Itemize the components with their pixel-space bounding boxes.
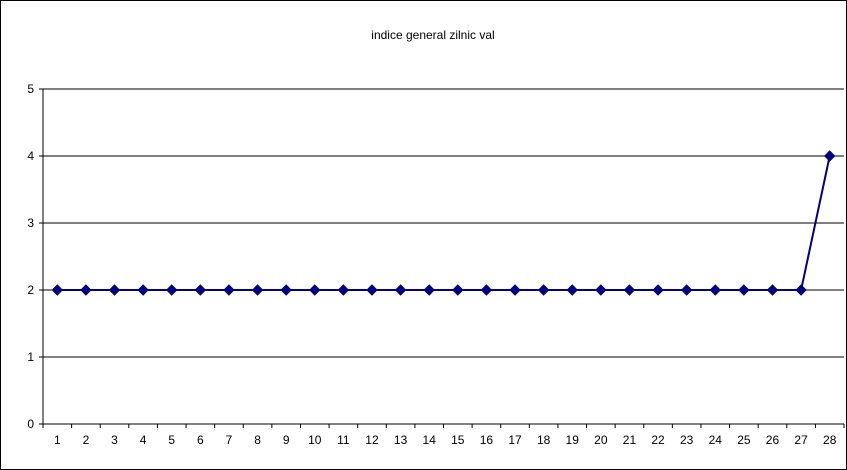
y-tick-label: 1 (27, 350, 34, 364)
x-tick-label: 9 (283, 433, 290, 447)
data-point-marker (251, 284, 264, 296)
x-tick-label: 26 (766, 433, 780, 447)
x-tick-label: 21 (623, 433, 637, 447)
x-tick-label: 1 (54, 433, 61, 447)
data-point-marker (137, 284, 149, 296)
y-tick-label: 5 (27, 82, 34, 96)
x-tick-label: 4 (140, 433, 147, 447)
x-tick-label: 2 (83, 433, 90, 447)
data-point-marker (394, 284, 407, 296)
data-point-marker (51, 284, 64, 296)
x-tick-label: 3 (111, 433, 118, 447)
data-point-marker (194, 284, 207, 296)
data-point-marker (709, 284, 721, 296)
data-point-marker (337, 284, 350, 296)
y-tick-label: 4 (27, 149, 34, 163)
series-line (57, 155, 831, 291)
x-tick-label: 10 (308, 433, 322, 447)
x-tick-label: 25 (737, 433, 751, 447)
x-tick-label: 5 (168, 433, 175, 447)
y-tick-label: 2 (27, 283, 34, 297)
data-point-marker (823, 150, 836, 162)
data-point-marker (309, 284, 321, 296)
data-point-marker (537, 284, 550, 296)
chart-title: indice general zilnic val (371, 28, 494, 42)
x-tick-label: 15 (451, 433, 465, 447)
data-point-marker (480, 284, 493, 296)
data-point-marker (766, 284, 779, 296)
x-tick-label: 28 (823, 433, 837, 447)
data-point-marker (452, 284, 464, 296)
x-tick-label: 16 (480, 433, 494, 447)
data-point-marker (795, 284, 807, 296)
x-tick-label: 7 (226, 433, 233, 447)
x-tick-label: 20 (594, 433, 608, 447)
data-point-marker (166, 284, 178, 296)
x-tick-label: 8 (254, 433, 261, 447)
x-tick-label: 24 (709, 433, 723, 447)
data-point-marker (366, 284, 378, 296)
x-tick-label: 14 (423, 433, 437, 447)
x-tick-label: 18 (537, 433, 551, 447)
data-point-marker (223, 284, 235, 296)
data-point-marker (423, 284, 435, 296)
x-tick-label: 13 (394, 433, 408, 447)
data-point-marker (595, 284, 607, 296)
x-tick-label: 6 (197, 433, 204, 447)
data-point-marker (108, 284, 121, 296)
data-point-marker (509, 284, 521, 296)
data-point-marker (280, 284, 292, 296)
x-tick-label: 12 (365, 433, 379, 447)
data-point-marker (738, 284, 750, 296)
x-tick-label: 22 (651, 433, 665, 447)
x-tick-label: 11 (337, 433, 350, 447)
x-tick-label: 23 (680, 433, 694, 447)
data-point-marker (566, 284, 578, 296)
x-tick-label: 17 (508, 433, 522, 447)
y-tick-label: 3 (27, 216, 34, 230)
x-tick-label: 19 (566, 433, 580, 447)
data-point-marker (680, 284, 693, 296)
x-tick-label: 27 (794, 433, 808, 447)
data-point-marker (652, 284, 664, 296)
y-tick-label: 0 (27, 417, 34, 431)
data-point-marker (623, 284, 636, 296)
data-point-marker (80, 284, 92, 296)
